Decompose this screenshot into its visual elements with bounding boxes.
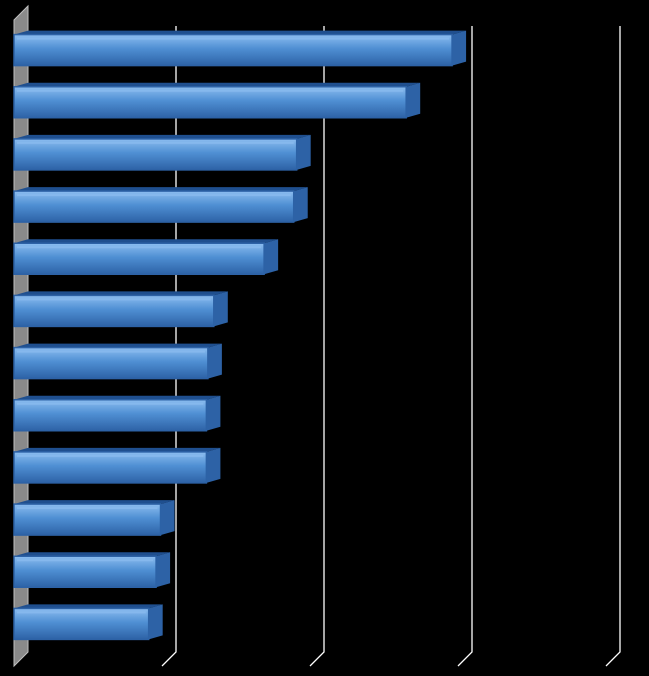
bar-front-face (13, 242, 265, 275)
bar-end-cap (207, 343, 222, 379)
bar-end-cap (213, 291, 228, 327)
bar-end-cap (296, 134, 311, 170)
bar-front-face (13, 190, 295, 223)
bar-top-face (14, 343, 222, 348)
bar-end-cap (160, 500, 175, 536)
bar-front-face (13, 346, 209, 380)
bar-top-face (14, 447, 221, 452)
bar-front-face (13, 294, 215, 328)
bar-top-face (14, 187, 308, 192)
bar-end-cap (206, 395, 221, 431)
bar-front-face (13, 607, 150, 641)
bar (13, 447, 221, 484)
bar-front-face (13, 86, 407, 119)
bar (13, 395, 221, 432)
bar-top-face (14, 291, 228, 296)
bar (13, 187, 308, 223)
bar-end-cap (156, 552, 171, 588)
bar (13, 134, 311, 171)
bar (13, 30, 467, 67)
bar-top-face (14, 239, 279, 244)
bar-top-face (14, 395, 221, 400)
bar-front-face (13, 33, 453, 67)
bar-end-cap (452, 30, 467, 66)
gridline (457, 26, 473, 667)
bar (13, 291, 228, 328)
bar (13, 604, 163, 641)
bar (13, 552, 171, 588)
gridlines (161, 26, 621, 667)
gridline (309, 26, 325, 667)
bar-front-face (13, 555, 157, 588)
gridline (161, 26, 177, 667)
bar-top-face (14, 552, 171, 557)
bar-front-face (13, 399, 208, 432)
bar-top-face (14, 500, 175, 505)
bar (13, 239, 279, 275)
bar (13, 82, 421, 119)
chart-side-wall (13, 4, 29, 668)
gridline (605, 26, 621, 667)
bars (13, 30, 467, 641)
bar-front-face (13, 503, 162, 536)
bar-top-face (14, 604, 163, 609)
bar-top-face (14, 134, 311, 139)
bar-end-cap (293, 187, 308, 223)
bar (13, 343, 222, 380)
bar (13, 500, 175, 536)
bar-end-cap (406, 82, 421, 118)
bar-end-cap (264, 239, 279, 275)
bar-end-cap (148, 604, 163, 640)
bar-top-face (14, 82, 421, 87)
bar-top-face (14, 30, 467, 35)
bar-end-cap (206, 447, 221, 483)
